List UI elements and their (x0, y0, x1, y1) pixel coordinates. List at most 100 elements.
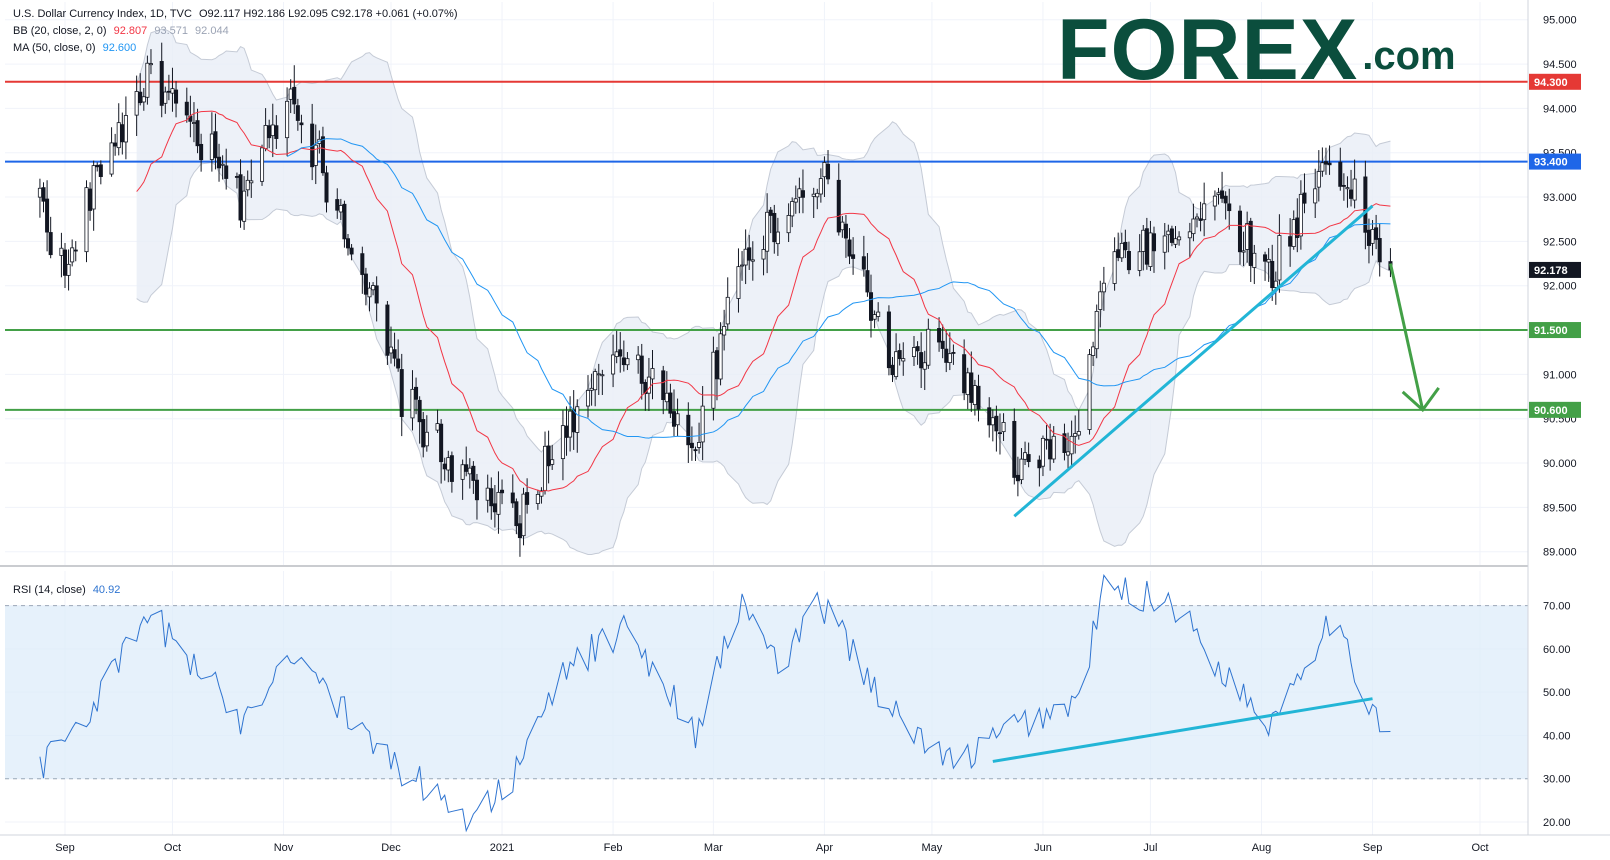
legend-ma-row: MA (50, close, 0) 92.600 (13, 40, 461, 57)
candle-body (1098, 291, 1103, 310)
candle-body (1252, 252, 1257, 268)
candle-body (1352, 178, 1357, 201)
candle-body (926, 328, 931, 366)
candle-body (1273, 280, 1278, 288)
candle-body (869, 292, 874, 321)
candle-body (1069, 435, 1074, 455)
candle-body (396, 358, 401, 369)
candle-body (994, 415, 999, 432)
candle-body (374, 285, 379, 304)
candle-body (84, 187, 89, 253)
candle-body (1316, 171, 1321, 188)
candle-body (600, 374, 605, 377)
candle-body (1187, 231, 1192, 239)
candle-body (697, 442, 702, 448)
candle-body (59, 247, 64, 256)
y-tick-label: 92.000 (1543, 281, 1577, 293)
candle-body (786, 215, 791, 234)
candle-body (345, 238, 351, 249)
candle-body (535, 494, 540, 504)
candle-body (335, 199, 340, 211)
candle-body (836, 179, 841, 233)
candle-body (120, 124, 125, 143)
candle-body (485, 487, 490, 501)
candle-body (471, 465, 476, 481)
candle-body (371, 285, 376, 291)
candle-body (1323, 161, 1328, 165)
candle-body (1298, 193, 1303, 237)
candle-body (1051, 435, 1056, 460)
candle-body (1169, 228, 1174, 243)
candle-body (560, 425, 565, 460)
candle-body (1001, 422, 1006, 433)
price-axis[interactable]: 89.00089.50090.00090.50091.00091.50092.0… (1527, 0, 1581, 835)
level-price-label: 90.600 (1534, 405, 1568, 417)
candle-body (872, 314, 877, 320)
candle-body (1091, 346, 1096, 356)
candle-body (270, 124, 275, 137)
candle-body (962, 354, 967, 394)
candle-body (435, 423, 440, 431)
candle-body (324, 172, 329, 203)
candle-body (1062, 433, 1067, 453)
x-tick-label: Feb (604, 842, 623, 854)
candle-body (826, 163, 831, 180)
candle-body (98, 164, 103, 177)
projection-arrow-head (1401, 386, 1440, 413)
candle-body (385, 304, 390, 356)
y-tick-label: 94.000 (1543, 103, 1577, 115)
level-price-tag (1529, 401, 1581, 418)
candle-body (66, 263, 71, 276)
price-pane[interactable] (0, 2, 1528, 567)
candle-body (1245, 223, 1250, 250)
candle-body (360, 253, 365, 275)
candle-body (564, 425, 569, 438)
candle-body (790, 201, 795, 217)
rsi-tick-label: 50.00 (1543, 687, 1571, 699)
rsi-tick-label: 70.00 (1543, 601, 1571, 613)
candle-body (37, 187, 42, 198)
candle-body (414, 386, 419, 400)
candle-body (646, 376, 651, 394)
y-tick-label: 90.000 (1543, 458, 1577, 470)
candle-body (249, 180, 254, 184)
candle-body (95, 164, 100, 168)
candle-body (897, 350, 902, 360)
time-axis[interactable]: Sep Oct Nov Dec 2021 Feb Mar Apr May Jun Jul Aug Sep… (0, 834, 1610, 854)
candle-body (1277, 235, 1282, 281)
candle-body (238, 174, 243, 221)
candle-body (546, 445, 551, 467)
candle-body (625, 358, 630, 366)
candle-body (969, 372, 974, 403)
rsi-pane[interactable] (5, 571, 1528, 835)
candle-body (163, 91, 168, 104)
candle-body (166, 90, 171, 93)
level-price-tag (1529, 153, 1581, 170)
candle-body (45, 198, 50, 233)
candle-body (267, 125, 272, 139)
candle-body (1044, 438, 1049, 441)
candle-body (134, 91, 139, 116)
level-price-tag (1529, 73, 1581, 90)
candle-body (313, 144, 318, 166)
candle-body (650, 368, 655, 380)
candle-body (399, 369, 404, 417)
candle-body (997, 432, 1002, 435)
candle-body (367, 287, 372, 298)
y-tick-label: 95.000 (1543, 15, 1577, 27)
candle-body (1302, 192, 1307, 204)
candle-body (199, 143, 204, 161)
candle-body (1040, 437, 1045, 467)
candle-body (174, 89, 179, 104)
candle-body (1087, 354, 1092, 430)
candle-body (349, 247, 354, 255)
candle-body (861, 256, 866, 270)
legend-bb-label: BB (20, close, 2, 0) (13, 25, 107, 37)
candle-body (575, 406, 580, 433)
candle-body (70, 247, 75, 263)
candle-body (62, 249, 68, 276)
ma-line (286, 138, 1391, 439)
candle-body (109, 142, 114, 175)
x-tick-label: Nov (274, 842, 294, 854)
